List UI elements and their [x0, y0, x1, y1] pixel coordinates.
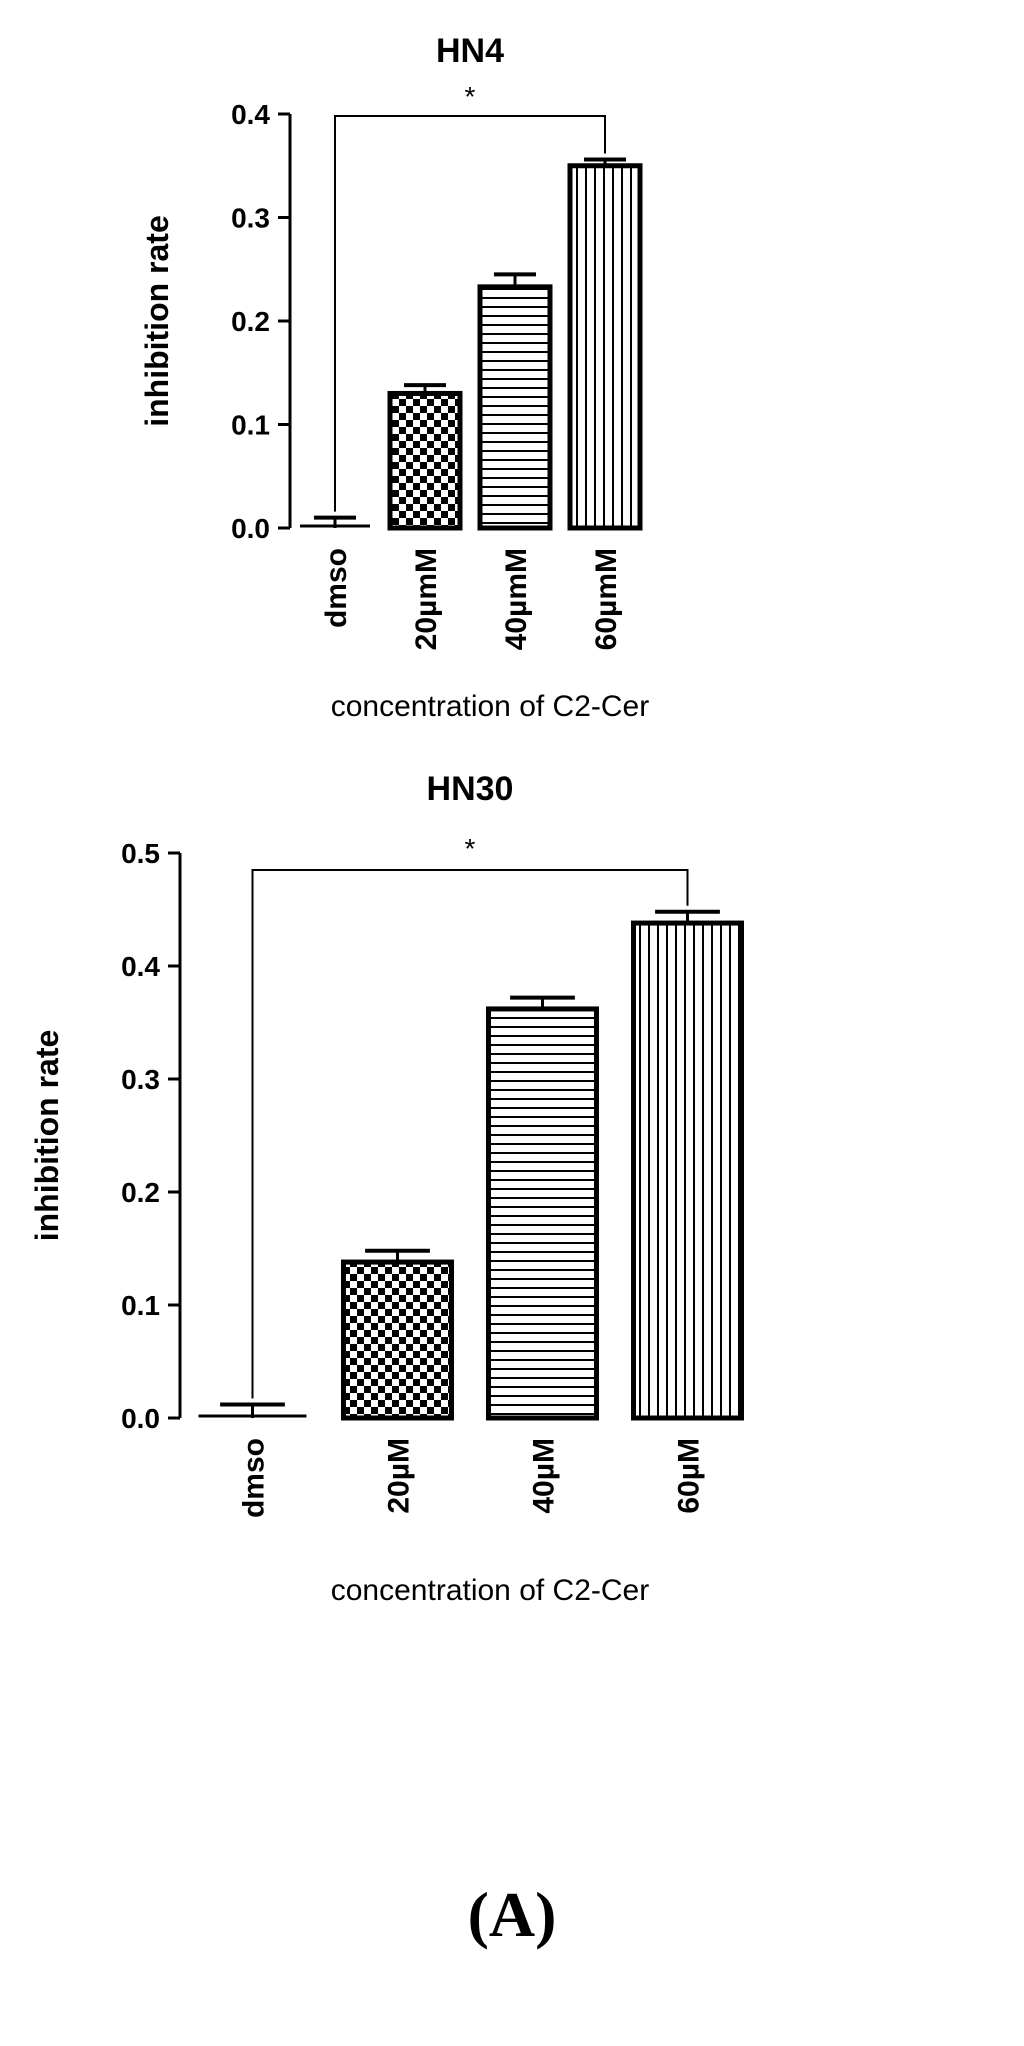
x-axis-label: concentration of C2-Cer [331, 690, 650, 723]
x-tick-label: 20µM [383, 1438, 416, 1514]
bar [477, 284, 553, 531]
x-axis-label: concentration of C2-Cer [331, 1574, 650, 1607]
y-tick-label: 0.2 [231, 306, 270, 337]
x-tick-label: 40µM [528, 1438, 561, 1514]
y-tick-label: 0.1 [121, 1290, 160, 1321]
x-tick-label: dmso [238, 1438, 271, 1518]
x-tick-label: 60µmM [590, 548, 623, 650]
panel-label: (A) [467, 1879, 557, 1950]
significance-bracket [334, 115, 606, 512]
bar [631, 920, 744, 1421]
significance-bracket [251, 869, 689, 1399]
x-tick-label: dmso [320, 548, 353, 628]
chart-hn4: HN4 0.0 0.1 0.2 0.3 0.4 inhibition rate dmso 20µ… [139, 32, 649, 723]
y-axis-label: inhibition rate [29, 1030, 65, 1242]
x-tick-label: 40µmM [500, 548, 533, 650]
significance-star: * [465, 833, 476, 864]
chart-title: HN30 [427, 770, 514, 808]
chart-title: HN4 [436, 32, 504, 70]
bar [387, 390, 463, 531]
x-tick-label: 60µM [673, 1438, 706, 1514]
bar [341, 1259, 454, 1421]
bar [567, 163, 643, 531]
y-axis-label: inhibition rate [139, 215, 175, 427]
y-tick-label: 0.4 [121, 951, 160, 982]
y-tick-label: 0.0 [121, 1403, 160, 1434]
y-tick-label: 0.4 [231, 99, 270, 130]
x-tick-label: 20µmM [410, 548, 443, 650]
chart-hn30: HN30 0.0 0.1 0.2 0.3 0.4 0.5 inhibition rate dms… [29, 770, 744, 1607]
y-tick-label: 0.3 [121, 1064, 160, 1095]
y-tick-label: 0.2 [121, 1177, 160, 1208]
significance-star: * [465, 81, 476, 112]
y-tick-label: 0.3 [231, 203, 270, 234]
y-tick-label: 0.5 [121, 838, 160, 869]
bar [486, 1006, 599, 1421]
y-tick-label: 0.0 [231, 513, 270, 544]
y-tick-label: 0.1 [231, 410, 270, 441]
